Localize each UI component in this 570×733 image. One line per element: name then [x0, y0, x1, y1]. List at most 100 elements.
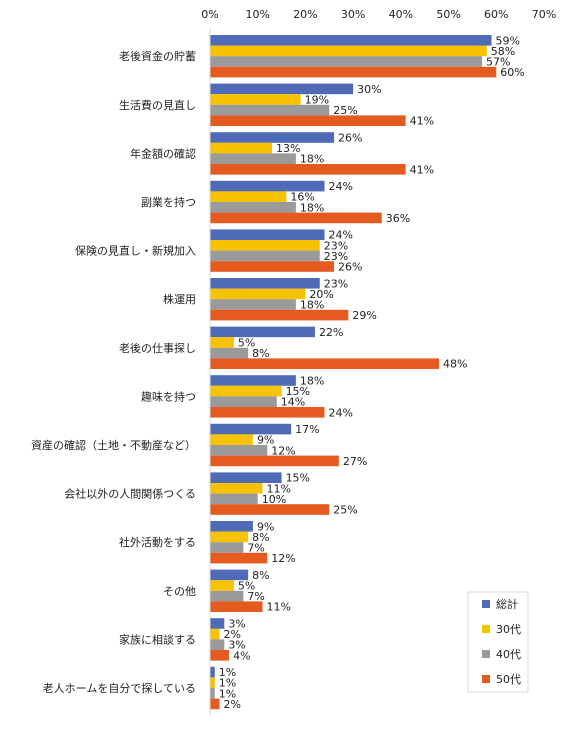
legend-box: [467, 591, 529, 693]
bar-40代-13: [210, 688, 215, 699]
bar-50代-4: [210, 261, 335, 272]
data-label: 12%: [271, 552, 295, 565]
category-group: 3%2%3%4%: [210, 618, 251, 662]
bar-総計-1: [210, 83, 354, 95]
data-label: 7%: [247, 590, 264, 603]
bar-40代-5: [210, 299, 296, 310]
category-group: 59%58%57%60%: [210, 34, 525, 79]
bar-40代-0: [210, 56, 482, 67]
data-label: 14%: [281, 396, 305, 409]
x-tick-label: 0%: [201, 8, 218, 21]
data-label: 12%: [271, 444, 295, 457]
data-label: 9%: [257, 520, 274, 533]
category-group: 17% 9%12% 27%: [210, 423, 367, 468]
bar-総計-4: [210, 229, 325, 240]
bar-30代-12: [210, 628, 220, 640]
bar-50代-10: [210, 552, 268, 564]
legend-label: 40代: [496, 648, 521, 661]
data-label: 13%: [276, 142, 300, 155]
category-group: 22% 5%8% 48%: [210, 326, 467, 371]
data-label: 8%: [252, 531, 269, 544]
bar-30代-2: [210, 142, 273, 154]
bar-50代-8: [210, 455, 339, 467]
data-label: 1%: [219, 687, 236, 700]
category-label: 家族に相談する: [119, 632, 196, 646]
legend: 総計 30代 40代 50代: [467, 591, 529, 693]
legend-label: 30代: [496, 623, 521, 636]
bar-30代-1: [210, 94, 301, 105]
category-labels: 老後資金の貯蓄生活費の見直し年金額の確認副業を持つ保険の見直し・新規加入株運用老…: [31, 49, 196, 695]
legend-swatch: [482, 600, 490, 608]
category-group: 24% 16%18% 36%: [210, 180, 410, 225]
data-label: 16%: [290, 191, 314, 204]
data-label: 27%: [343, 455, 367, 468]
category-label: 社外活動をする: [119, 535, 196, 549]
data-label: 36%: [386, 212, 410, 225]
legend-swatch: [482, 625, 490, 633]
bar-総計-9: [210, 472, 282, 483]
bar-40代-8: [210, 445, 268, 456]
x-tick-label: 30%: [341, 8, 365, 21]
category-group: 30% 19% 25% 41%: [210, 83, 434, 128]
bar-総計-3: [210, 180, 325, 192]
bar-50代-3: [210, 212, 382, 224]
data-label: 24%: [329, 229, 353, 242]
category-label: 趣味を持つ: [141, 389, 196, 403]
data-label: 58%: [491, 45, 515, 58]
data-label: 4%: [233, 649, 250, 662]
x-tick-label: 40%: [389, 8, 413, 21]
bar-50代-7: [210, 407, 325, 418]
data-label: 17%: [295, 423, 319, 436]
data-label: 26%: [338, 132, 362, 145]
data-label: 23%: [324, 277, 348, 290]
data-label: 18%: [300, 375, 324, 388]
bar-総計-5: [210, 278, 320, 289]
category-label: 副業を持つ: [141, 195, 196, 209]
category-label: 会社以外の人間関係つくる: [64, 487, 196, 501]
data-label: 18%: [300, 299, 324, 312]
bars: 59%58%57%60%30%19%25%41%26%13%18%41%24%1…: [210, 34, 525, 711]
data-label: 11%: [266, 482, 290, 495]
data-label: 10%: [262, 493, 286, 506]
data-label: 2%: [224, 628, 241, 641]
data-label: 59%: [496, 34, 520, 47]
category-label: 保険の見直し・新規加入: [75, 244, 196, 258]
data-label: 18%: [300, 201, 324, 214]
data-label: 48%: [443, 358, 467, 371]
data-label: 22%: [319, 326, 343, 339]
data-label: 2%: [224, 698, 241, 711]
bar-50代-9: [210, 504, 330, 515]
data-label: 1%: [219, 677, 236, 690]
data-label: 8%: [252, 347, 269, 360]
category-group: 18%15%14% 24%: [210, 375, 353, 419]
x-tick-label: 60%: [484, 8, 508, 21]
category-label: 老後の仕事探し: [119, 341, 196, 355]
bar-総計-10: [210, 521, 253, 532]
data-label: 41%: [410, 163, 434, 176]
data-label: 26%: [338, 261, 362, 274]
data-label: 25%: [333, 104, 357, 117]
category-label: 老人ホームを自分で探している: [43, 682, 196, 695]
data-label: 20%: [309, 288, 333, 301]
category-label: その他: [163, 585, 196, 598]
data-label: 15%: [286, 472, 310, 485]
bar-50代-1: [210, 115, 406, 126]
data-label: 23%: [324, 250, 348, 263]
category-group: 15%11%10% 25%: [210, 472, 358, 517]
category-group: 9%8%7% 12%: [210, 520, 296, 565]
legend-label: 総計: [496, 597, 518, 611]
bar-50代-12: [210, 650, 230, 661]
bar-40代-3: [210, 202, 296, 213]
data-label: 18%: [300, 153, 324, 166]
data-label: 24%: [329, 180, 353, 193]
bar-50代-13: [210, 698, 220, 710]
category-label: 老後資金の貯蓄: [119, 49, 196, 63]
bar-30代-5: [210, 288, 306, 300]
bar-40代-10: [210, 542, 244, 553]
data-label: 60%: [500, 66, 524, 79]
bar-50代-6: [210, 358, 440, 369]
bar-総計-2: [210, 132, 335, 143]
bar-総計-8: [210, 423, 292, 435]
